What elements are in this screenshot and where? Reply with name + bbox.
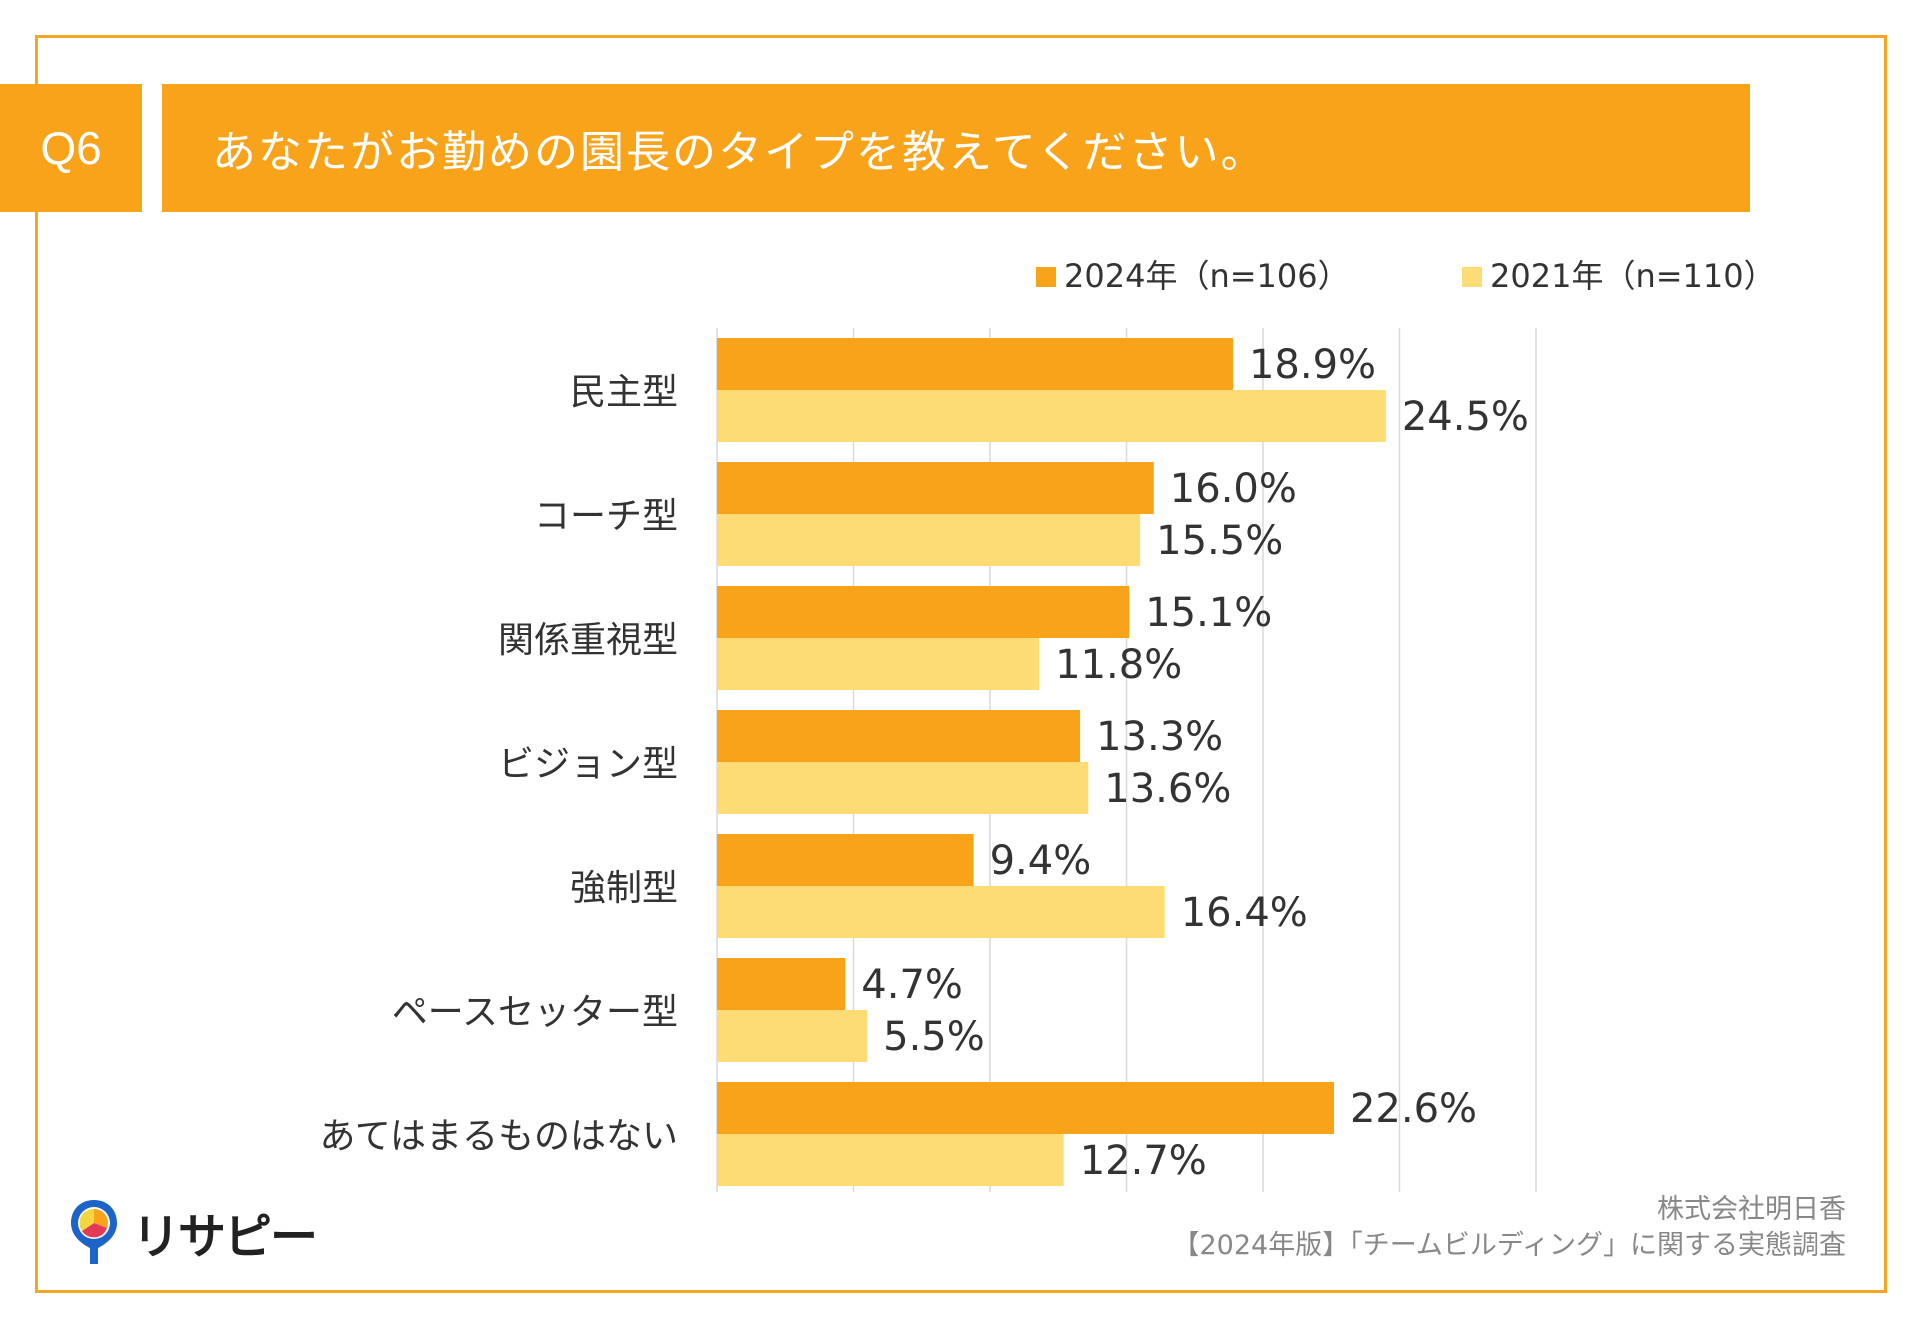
question-title: あなたがお勤めの園長のタイプを教えてください。 [212,127,1267,178]
data-label: 22.6% [1350,1086,1477,1132]
data-label: 4.7% [861,962,963,1008]
bars [717,338,1386,1186]
bar [717,834,974,886]
pin-logo-icon [71,1200,117,1264]
category-label: ビジョン型 [498,744,678,785]
bar [717,514,1141,566]
bar [717,1082,1334,1134]
data-label: 12.7% [1080,1138,1207,1184]
logo-text: リサピー [132,1209,318,1265]
bar [717,958,846,1010]
bar [717,390,1386,442]
data-label: 5.5% [883,1014,985,1060]
source-company: 株式会社明日香 [1657,1194,1846,1225]
legend-entry: 2021年（n=110） [1490,257,1776,295]
legend: 2024年（n=106） 2021年（n=110） [1036,257,1776,295]
category-label: あてはまるものはない [319,1116,678,1157]
data-label: 24.5% [1402,394,1529,440]
source-survey: 【2024年版】「チームビルディング」に関する実態調査 [1172,1230,1846,1261]
question-number: Q6 [40,122,102,174]
bar [717,886,1165,938]
bar [717,710,1081,762]
legend-swatch [1462,267,1482,287]
data-label: 18.9% [1249,342,1376,388]
chart-frame [35,35,1887,1293]
category-label: 関係重視型 [498,620,678,661]
data-label: 9.4% [990,838,1092,884]
bar [717,1134,1064,1186]
category-label: コーチ型 [534,496,678,537]
source-note: 株式会社明日香 【2024年版】「チームビルディング」に関する実態調査 [1172,1192,1846,1264]
category-label: 民主型 [570,372,678,413]
data-label: 16.4% [1181,890,1308,936]
bar [717,338,1233,390]
bar [717,638,1040,690]
data-label: 15.1% [1145,590,1272,636]
data-label: 11.8% [1055,642,1182,688]
labels: 民主型 18.9% 24.5% コーチ型 16.0% 15.5% 関係重視型 15.1% 11.… [319,342,1528,1184]
category-label: 強制型 [570,868,678,909]
legend-swatch [1036,267,1056,287]
data-label: 13.3% [1096,714,1223,760]
category-label: ペースセッター型 [392,992,678,1033]
bar [717,462,1154,514]
legend-entry: 2024年（n=106） [1064,257,1350,295]
bar [717,586,1130,638]
data-label: 15.5% [1156,518,1283,564]
question-title-bar: あなたがお勤めの園長のタイプを教えてください。 [162,84,1750,212]
bar [717,1010,868,1062]
bar [717,762,1089,814]
data-label: 16.0% [1170,466,1297,512]
question-number-badge: Q6 [0,84,142,212]
brand-logo: リサピー [66,1196,318,1268]
data-label: 13.6% [1104,766,1231,812]
